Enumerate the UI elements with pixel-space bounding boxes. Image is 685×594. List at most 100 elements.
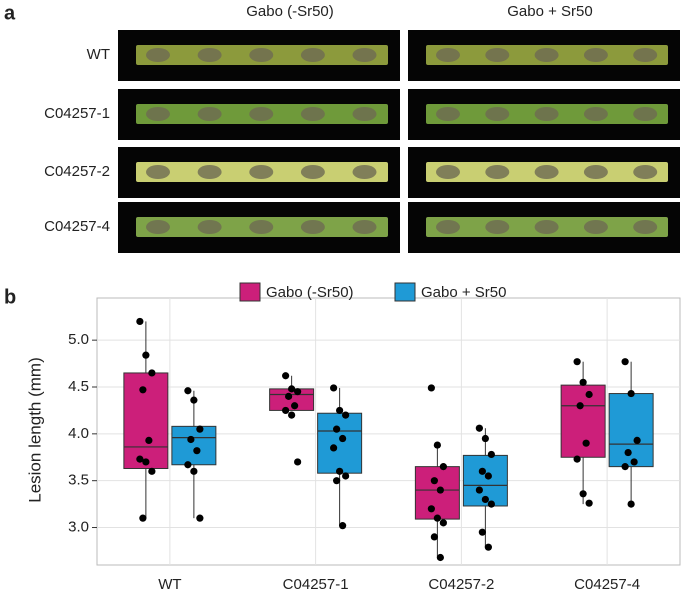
lesion xyxy=(485,165,510,179)
data-point xyxy=(430,477,438,485)
y-tick-label: 4.0 xyxy=(68,425,89,442)
data-point xyxy=(478,467,486,475)
data-point xyxy=(145,436,153,444)
data-point xyxy=(433,514,441,522)
lesion xyxy=(197,220,222,234)
column-header: Gabo + Sr50 xyxy=(507,3,592,20)
data-point xyxy=(184,461,192,469)
data-point xyxy=(139,514,147,522)
data-point xyxy=(475,486,483,494)
lesion xyxy=(583,48,608,62)
data-point xyxy=(624,448,632,457)
lesion xyxy=(633,107,658,121)
data-point xyxy=(196,514,204,522)
lesion xyxy=(436,107,460,121)
x-tick-label: C04257-1 xyxy=(283,576,349,593)
data-point xyxy=(633,436,641,444)
data-point xyxy=(481,495,489,504)
data-point xyxy=(487,500,495,508)
data-point xyxy=(282,406,290,415)
lesion xyxy=(146,48,170,62)
row-label: C04257-1 xyxy=(44,105,110,122)
data-point xyxy=(484,472,492,480)
x-tick-label: C04257-2 xyxy=(428,576,494,593)
legend-label: Gabo + Sr50 xyxy=(421,284,506,301)
lesion xyxy=(583,165,608,179)
lesion xyxy=(352,220,377,234)
data-point xyxy=(582,439,590,447)
data-point xyxy=(573,358,581,366)
column-header: Gabo (-Sr50) xyxy=(246,3,334,20)
data-point xyxy=(291,402,299,410)
data-point xyxy=(190,467,198,475)
data-point xyxy=(475,424,483,432)
data-point xyxy=(342,472,350,480)
y-tick-label: 4.5 xyxy=(68,378,89,395)
data-point xyxy=(436,486,444,494)
y-axis-title: Lesion length (mm) xyxy=(25,357,44,503)
lesion xyxy=(485,48,510,62)
panel-label: b xyxy=(4,286,16,308)
lesion xyxy=(534,48,559,62)
data-point xyxy=(285,392,293,400)
row-label: C04257-4 xyxy=(44,218,110,235)
lesion xyxy=(352,107,377,121)
lesion xyxy=(249,165,274,179)
data-point xyxy=(294,388,302,396)
data-point xyxy=(585,499,593,507)
y-tick-label: 3.0 xyxy=(68,518,89,535)
lesion xyxy=(300,165,325,179)
lesion xyxy=(633,48,658,62)
data-point xyxy=(430,533,438,541)
panel-label: a xyxy=(4,2,16,24)
data-point xyxy=(339,522,347,530)
data-point xyxy=(573,455,581,463)
box xyxy=(608,393,654,468)
data-point xyxy=(627,389,635,398)
lesion xyxy=(436,220,460,234)
data-point xyxy=(336,406,344,415)
data-point xyxy=(187,435,195,444)
lesion xyxy=(300,220,325,234)
box xyxy=(317,412,363,474)
data-point xyxy=(190,396,198,404)
y-tick-label: 5.0 xyxy=(68,331,89,348)
data-point xyxy=(330,384,338,392)
data-point xyxy=(627,500,635,508)
data-point xyxy=(439,463,447,471)
lesion xyxy=(197,165,222,179)
data-point xyxy=(576,402,584,410)
data-point xyxy=(288,385,296,393)
data-point xyxy=(333,477,341,485)
data-point xyxy=(630,458,638,466)
lesion xyxy=(436,48,460,62)
lesion xyxy=(485,220,510,234)
lesion xyxy=(534,220,559,234)
data-point xyxy=(621,463,629,471)
lesion xyxy=(633,220,658,234)
legend-label: Gabo (-Sr50) xyxy=(266,284,354,301)
data-point xyxy=(336,467,344,475)
row-label: WT xyxy=(87,46,110,63)
data-point xyxy=(282,372,290,380)
data-point xyxy=(142,351,150,359)
box xyxy=(414,466,460,520)
lesion xyxy=(197,48,222,62)
data-point xyxy=(481,434,489,443)
data-point xyxy=(333,425,341,433)
data-point xyxy=(342,411,350,419)
box xyxy=(560,384,606,458)
data-point xyxy=(621,358,629,366)
lesion xyxy=(300,107,325,121)
lesion xyxy=(633,165,658,179)
data-point xyxy=(196,425,204,433)
lesion xyxy=(583,107,608,121)
box xyxy=(123,372,169,470)
y-tick-label: 3.5 xyxy=(68,472,89,489)
data-point xyxy=(148,467,156,475)
lesion xyxy=(583,220,608,234)
data-point xyxy=(436,553,444,562)
data-point xyxy=(433,441,441,449)
data-point xyxy=(427,384,435,392)
